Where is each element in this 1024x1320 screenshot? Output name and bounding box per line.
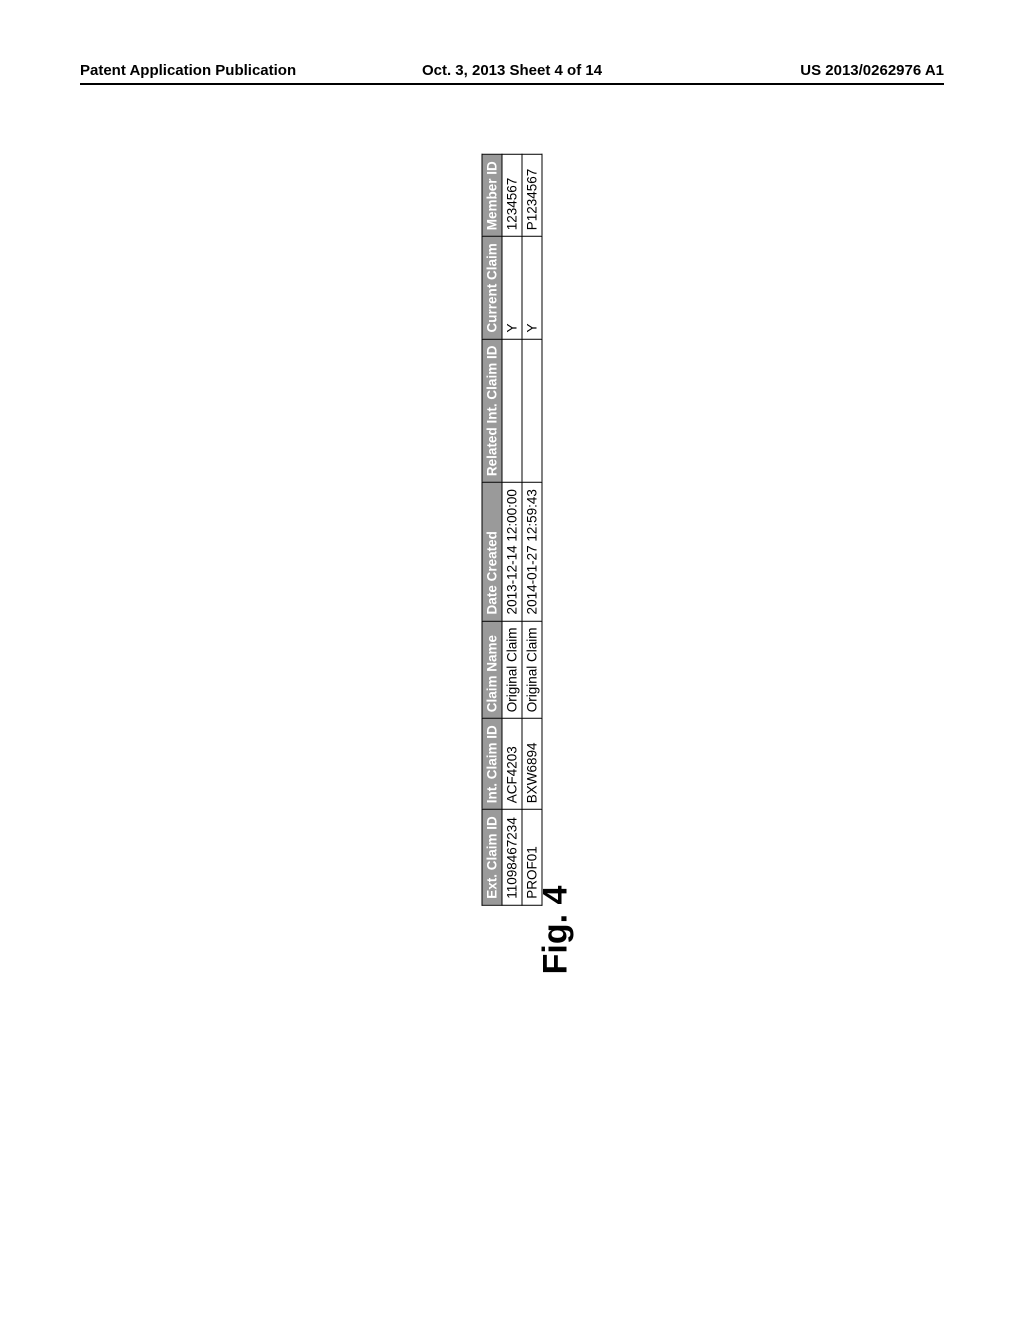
cell-current: Y [522,237,542,339]
page-header: Patent Application Publication Oct. 3, 2… [80,62,944,85]
sheet-info: Oct. 3, 2013 Sheet 4 of 14 [368,62,656,79]
col-ext: Ext. Claim ID [482,810,502,906]
cell-date: 2014-01-27 12:59:43 [522,483,542,621]
cell-current: Y [502,237,522,339]
col-date: Date Created [482,483,502,621]
cell-int: ACF4203 [502,719,522,810]
cell-name: Original Claim [502,621,522,719]
cell-ext: 11098467234 [502,810,522,906]
table-header-row: Ext. Claim ID Int. Claim ID Claim Name D… [482,155,502,906]
cell-name: Original Claim [522,621,542,719]
cell-int: BXW6894 [522,719,542,810]
col-relint: Related Int. Claim ID [482,339,502,483]
cell-relint [522,339,542,483]
table-row: 11098467234 ACF4203 Original Claim 2013-… [502,155,522,906]
col-current: Current Claim [482,237,502,339]
cell-relint [502,339,522,483]
claims-table: Ext. Claim ID Int. Claim ID Claim Name D… [482,154,543,906]
figure-label: Fig. 4 [537,886,576,975]
cell-member: P1234567 [522,155,542,237]
col-int: Int. Claim ID [482,719,502,810]
table-row: PROF01 BXW6894 Original Claim 2014-01-27… [522,155,542,906]
figure-4-table-wrap: Ext. Claim ID Int. Claim ID Claim Name D… [482,154,543,906]
pub-type: Patent Application Publication [80,62,368,79]
pub-number: US 2013/0262976 A1 [656,62,944,79]
col-name: Claim Name [482,621,502,719]
cell-date: 2013-12-14 12:00:00 [502,483,522,621]
cell-member: 1234567 [502,155,522,237]
col-member: Member ID [482,155,502,237]
